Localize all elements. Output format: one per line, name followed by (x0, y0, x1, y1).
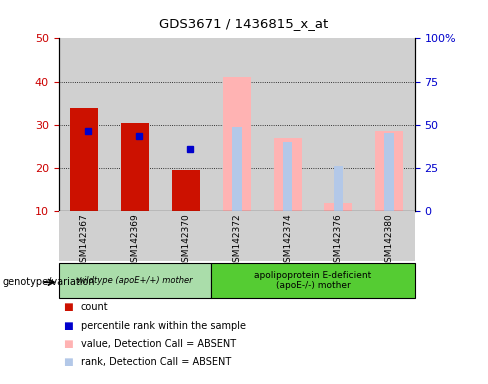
Bar (262, 211, 313, 261)
Bar (283, 142, 292, 211)
Bar (161, 211, 211, 261)
Bar (232, 127, 242, 211)
Bar (172, 170, 200, 211)
Bar (70, 108, 98, 211)
Bar (223, 77, 251, 211)
Text: genotype/variation: genotype/variation (2, 277, 95, 287)
Text: value, Detection Call = ABSENT: value, Detection Call = ABSENT (81, 339, 236, 349)
Text: apolipoprotein E-deficient
(apoE-/-) mother: apolipoprotein E-deficient (apoE-/-) mot… (254, 271, 372, 290)
Text: GSM142380: GSM142380 (385, 214, 394, 268)
Bar (375, 131, 404, 211)
FancyBboxPatch shape (211, 263, 415, 298)
Bar (313, 38, 364, 211)
Text: GSM142376: GSM142376 (334, 214, 343, 268)
Bar (211, 211, 262, 261)
Bar (364, 211, 415, 261)
Text: GSM142367: GSM142367 (80, 214, 88, 268)
Bar (121, 122, 149, 211)
Text: GSM142369: GSM142369 (130, 214, 140, 268)
Text: GDS3671 / 1436815_x_at: GDS3671 / 1436815_x_at (160, 17, 328, 30)
Text: percentile rank within the sample: percentile rank within the sample (81, 321, 245, 331)
Text: ■: ■ (63, 339, 73, 349)
Bar (334, 166, 344, 211)
Bar (211, 38, 262, 211)
Bar (109, 211, 161, 261)
Bar (274, 138, 302, 211)
Text: ■: ■ (63, 302, 73, 312)
Bar (325, 203, 352, 211)
Text: GSM142374: GSM142374 (283, 214, 292, 268)
Bar (59, 211, 109, 261)
Bar (59, 38, 109, 211)
Text: GSM142372: GSM142372 (232, 214, 241, 268)
Text: ■: ■ (63, 321, 73, 331)
Bar (364, 38, 415, 211)
FancyBboxPatch shape (59, 263, 211, 298)
Text: count: count (81, 302, 108, 312)
Bar (385, 134, 394, 211)
Text: wildtype (apoE+/+) mother: wildtype (apoE+/+) mother (77, 276, 193, 285)
Bar (109, 38, 161, 211)
Text: GSM142370: GSM142370 (181, 214, 190, 268)
Bar (262, 38, 313, 211)
Text: rank, Detection Call = ABSENT: rank, Detection Call = ABSENT (81, 358, 231, 367)
Text: ■: ■ (63, 358, 73, 367)
Bar (313, 211, 364, 261)
Bar (161, 38, 211, 211)
